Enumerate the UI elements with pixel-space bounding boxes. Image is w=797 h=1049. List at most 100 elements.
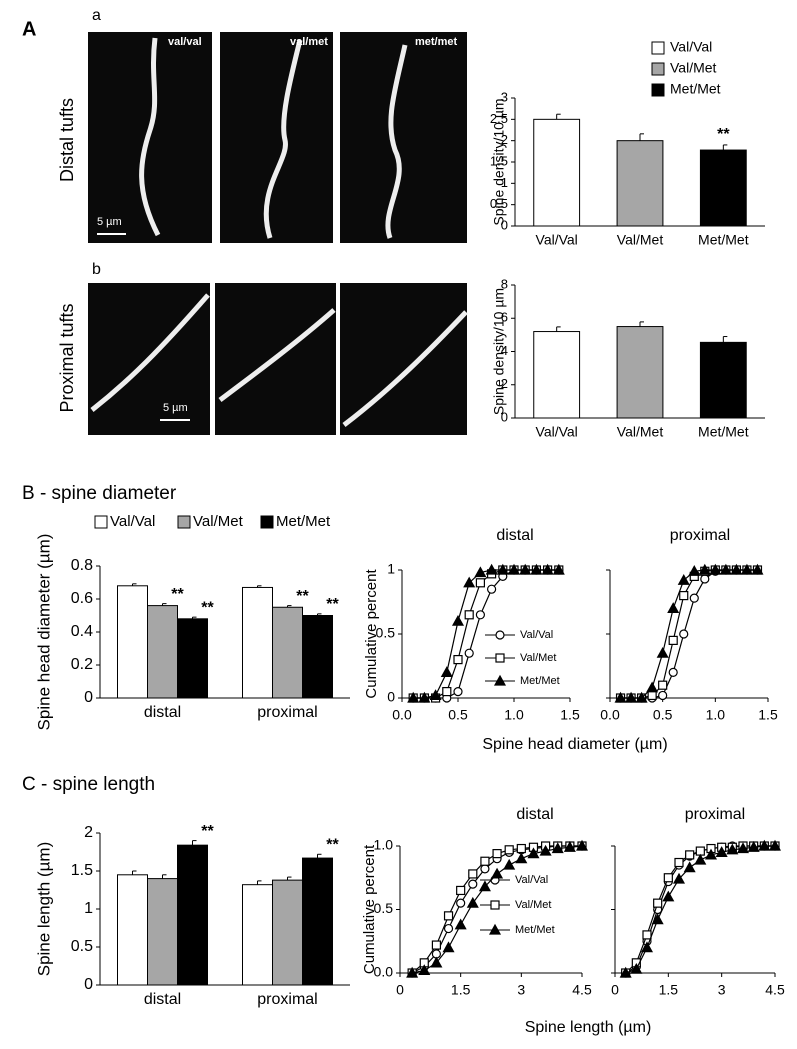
x-tick-label: 1.5 — [659, 982, 679, 998]
x-axis-label: Spine length (µm) — [525, 1019, 652, 1036]
marker — [495, 630, 505, 640]
marker — [651, 913, 664, 925]
y-tick-label: 1 — [387, 561, 395, 577]
marker — [640, 941, 654, 953]
bar — [272, 606, 303, 699]
y-tick-label: 1 — [501, 175, 508, 190]
marker — [758, 839, 771, 851]
bar — [177, 618, 208, 699]
annotation: ** — [717, 126, 730, 143]
marker — [485, 563, 498, 575]
y-tick-label: 0.5 — [376, 625, 396, 641]
marker — [429, 689, 442, 701]
y-tick-label: 0 — [501, 409, 508, 424]
bar — [616, 326, 664, 419]
y-tick-label: 2.5 — [490, 111, 508, 126]
x-tick-label: 0 — [611, 982, 619, 998]
x-tick-label: Val/Met — [617, 232, 664, 248]
micrographs: val/val val/met met/met 5 µm 5 µm — [88, 32, 468, 435]
marker — [700, 574, 710, 584]
marker — [747, 841, 760, 852]
marker — [662, 890, 675, 902]
marker — [619, 966, 632, 978]
marker — [406, 966, 419, 978]
y-tick-label: 6 — [501, 310, 508, 325]
x-tick-label: 1.5 — [758, 707, 778, 723]
marker — [527, 847, 540, 859]
legend-label: Val/Val — [515, 874, 548, 886]
bar — [242, 586, 273, 699]
marker — [736, 842, 750, 854]
marker — [668, 667, 678, 678]
marker — [495, 653, 505, 663]
marker — [658, 690, 668, 701]
marker — [730, 563, 743, 575]
marker — [407, 691, 420, 703]
y-tick-label: 2 — [501, 132, 508, 147]
y-tick-label: 1.5 — [490, 153, 508, 168]
annotation: ** — [201, 599, 214, 616]
marker — [674, 857, 684, 868]
marker — [663, 873, 673, 883]
series-line — [625, 845, 775, 974]
marker — [442, 941, 455, 953]
marker — [443, 911, 454, 921]
marker — [575, 839, 589, 851]
marker — [704, 848, 718, 860]
marker — [515, 852, 528, 864]
marker — [475, 578, 485, 588]
x-tick-label: 0.0 — [600, 707, 620, 723]
micrograph — [220, 32, 333, 243]
chart-title: distal — [516, 806, 553, 823]
marker — [456, 898, 466, 908]
marker — [667, 602, 680, 614]
marker — [496, 563, 509, 575]
legend-swatch — [651, 62, 665, 76]
row-label: Proximal tufts — [57, 303, 77, 412]
marker — [516, 843, 526, 854]
y-axis-label: Cumulative percent — [363, 569, 380, 699]
series-line — [620, 569, 758, 699]
y-tick-label: 4 — [501, 343, 508, 358]
marker — [490, 900, 500, 910]
bar — [272, 879, 303, 986]
series-line — [625, 845, 775, 974]
marker — [719, 563, 732, 575]
bar — [147, 878, 178, 986]
marker — [668, 635, 678, 646]
marker — [430, 956, 443, 968]
marker — [551, 842, 564, 854]
marker — [442, 686, 452, 697]
marker — [456, 885, 466, 896]
annotation: ** — [171, 586, 184, 603]
x-tick-label: 0.5 — [653, 707, 673, 723]
x-tick-label: 0.5 — [448, 707, 468, 723]
legend-label: Met/Met — [670, 81, 721, 97]
x-tick-label: 1.0 — [504, 707, 524, 723]
x-tick-label: proximal — [257, 704, 317, 721]
bar — [117, 874, 148, 986]
x-tick-label: 1.5 — [560, 707, 580, 723]
y-tick-label: 0.2 — [71, 656, 93, 673]
legend-swatch — [94, 515, 108, 529]
marker — [740, 563, 753, 575]
marker — [688, 565, 701, 576]
bar — [177, 844, 208, 986]
dendrite — [139, 37, 161, 237]
x-tick-label: 0.0 — [392, 707, 412, 723]
y-tick-label: 8 — [501, 276, 508, 291]
bar — [533, 118, 581, 227]
x-tick-label: Met/Met — [698, 232, 749, 248]
bar — [302, 857, 333, 986]
annotation: ** — [326, 596, 339, 613]
x-tick-label: Val/Val — [536, 424, 578, 440]
dendrite — [342, 310, 468, 427]
marker — [454, 918, 467, 930]
marker — [656, 646, 669, 658]
marker — [487, 584, 497, 594]
marker — [679, 590, 689, 601]
y-tick-label: 0.5 — [490, 196, 508, 211]
x-tick-label: distal — [144, 704, 181, 721]
y-tick-label: 1.0 — [374, 837, 394, 853]
marker — [672, 872, 686, 884]
